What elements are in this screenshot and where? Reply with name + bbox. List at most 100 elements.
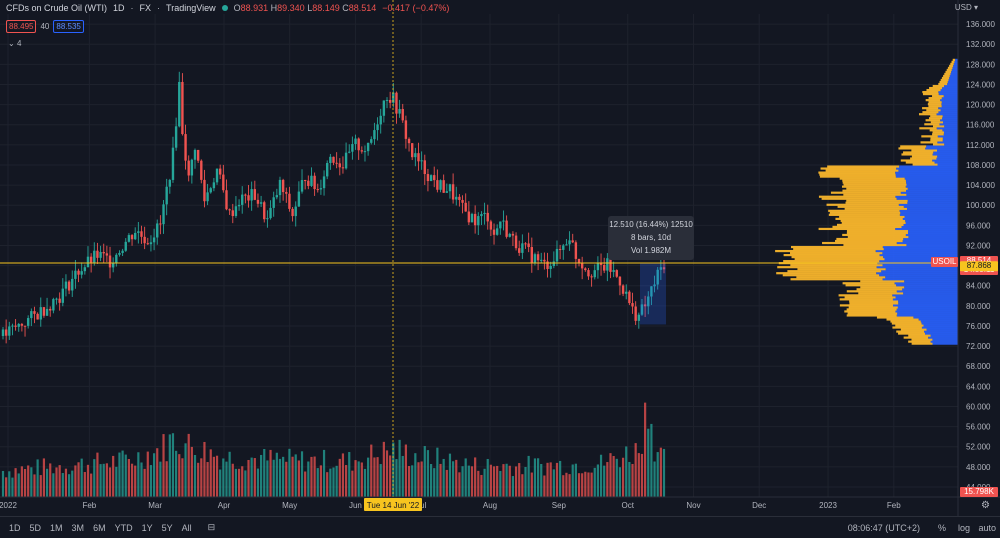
volume-bar (263, 448, 266, 497)
volume-bar (659, 447, 662, 497)
profile-row-down (895, 324, 924, 327)
profile-row-down (932, 125, 945, 128)
volume-bar (344, 465, 348, 497)
range-5y[interactable]: 5Y (161, 522, 173, 533)
volume-bar (115, 466, 118, 497)
price-tick-label: 116.000 (966, 121, 995, 130)
candle-body (52, 299, 55, 311)
volume-bar (39, 475, 42, 497)
volume-bar (401, 455, 404, 497)
indicators-toggle[interactable]: ⌄ 4 (8, 39, 21, 48)
profile-row-down (839, 298, 893, 301)
volume-bar (612, 456, 615, 497)
range-1m[interactable]: 1M (50, 522, 63, 533)
volume-bar (527, 455, 530, 497)
range-6m[interactable]: 6M (93, 522, 106, 533)
profile-row-down (892, 326, 922, 329)
usoil-tag-bg (931, 256, 958, 267)
time-tick-label: Sep (552, 501, 567, 510)
candle-body (599, 262, 603, 265)
profile-row-down (822, 241, 897, 245)
candle-body (514, 235, 518, 249)
volume-bar (502, 464, 505, 497)
volume-bar (102, 463, 105, 497)
range-all[interactable]: All (181, 522, 192, 533)
profile-row-up (904, 177, 958, 180)
volume-bar (637, 453, 640, 497)
price-lines (0, 0, 958, 497)
volume-bar (143, 468, 146, 497)
profile-row-up (930, 334, 958, 337)
volume-bar (496, 465, 499, 497)
candle-body (659, 267, 663, 270)
range-ytd[interactable]: YTD (114, 522, 133, 533)
profile-row-down (835, 239, 903, 243)
profile-row-down (844, 207, 907, 210)
profile-row-down (952, 58, 956, 61)
sell-button[interactable]: 88.495 (6, 20, 37, 33)
time-tick-label: Oct (622, 501, 635, 510)
profile-row-down (903, 151, 934, 154)
profile-row-up (881, 270, 958, 273)
profile-row-down (858, 292, 904, 295)
candle-body (146, 243, 149, 245)
profile-row-down (903, 336, 929, 339)
profile-row-up (895, 173, 958, 176)
currency-menu[interactable]: USD ▾ (955, 3, 978, 12)
candle-body (326, 163, 329, 177)
candle-body (127, 235, 131, 242)
range-1y[interactable]: 1Y (141, 522, 153, 533)
candle-body (577, 258, 581, 263)
interval-label[interactable]: 1D (113, 3, 125, 13)
profile-row-down (930, 115, 943, 118)
volume-bar (184, 443, 187, 497)
volume-bar (559, 460, 562, 497)
profile-row-down (819, 175, 896, 178)
candle-body (4, 329, 8, 336)
profile-row-up (902, 239, 958, 243)
volume-bar (461, 466, 464, 497)
buy-button[interactable]: 88.535 (53, 20, 84, 33)
profile-row-up (940, 109, 958, 112)
auto-toggle[interactable]: auto (978, 522, 996, 533)
profile-row-up (906, 207, 958, 210)
crosshair-date-label: Tue 14 Jun '22 (367, 501, 420, 510)
volume-bar (568, 474, 571, 497)
volume-bar (187, 433, 190, 497)
symbol-name[interactable]: CFDs on Crude Oil (WTI) (6, 3, 108, 13)
volume-bar (628, 461, 631, 497)
profile-row-up (924, 330, 958, 333)
change-value: −0.417 (−0.47%) (382, 3, 450, 13)
percent-toggle[interactable]: % (937, 522, 946, 533)
candle-body (602, 264, 606, 271)
profile-row-down (946, 68, 952, 72)
chevron-down-icon: ⌄ (8, 39, 15, 48)
date-range-icon[interactable]: ⊟ (207, 522, 216, 532)
time-tick-label: Aug (483, 501, 497, 510)
volume-bar (275, 452, 278, 497)
volume-bar (285, 461, 288, 497)
profile-row-up (885, 276, 958, 279)
volume-bar (543, 475, 546, 497)
chevron-down-icon: ▾ (973, 3, 978, 12)
candle-body (190, 159, 194, 176)
log-toggle[interactable]: log (957, 522, 970, 533)
settings-gear-icon[interactable]: ⚙ (981, 500, 990, 511)
candle-body (461, 200, 464, 203)
time-tick-label: Feb (887, 501, 901, 510)
candle-body (105, 253, 109, 256)
clock-label[interactable]: 08:06:47 (UTC+2) (847, 522, 920, 533)
range-5d[interactable]: 5D (29, 522, 42, 533)
candle-body (436, 180, 439, 190)
candle-body (540, 259, 543, 261)
trade-buttons: 88.495 40 88.535 (6, 20, 84, 33)
candle-body (650, 286, 653, 297)
candle-body (319, 188, 323, 190)
profile-row-up (883, 256, 958, 259)
candle-body (373, 130, 376, 140)
range-3m[interactable]: 3M (71, 522, 85, 533)
volume-bar (486, 458, 489, 497)
volume-bar (398, 439, 401, 497)
range-1d[interactable]: 1D (9, 522, 21, 533)
